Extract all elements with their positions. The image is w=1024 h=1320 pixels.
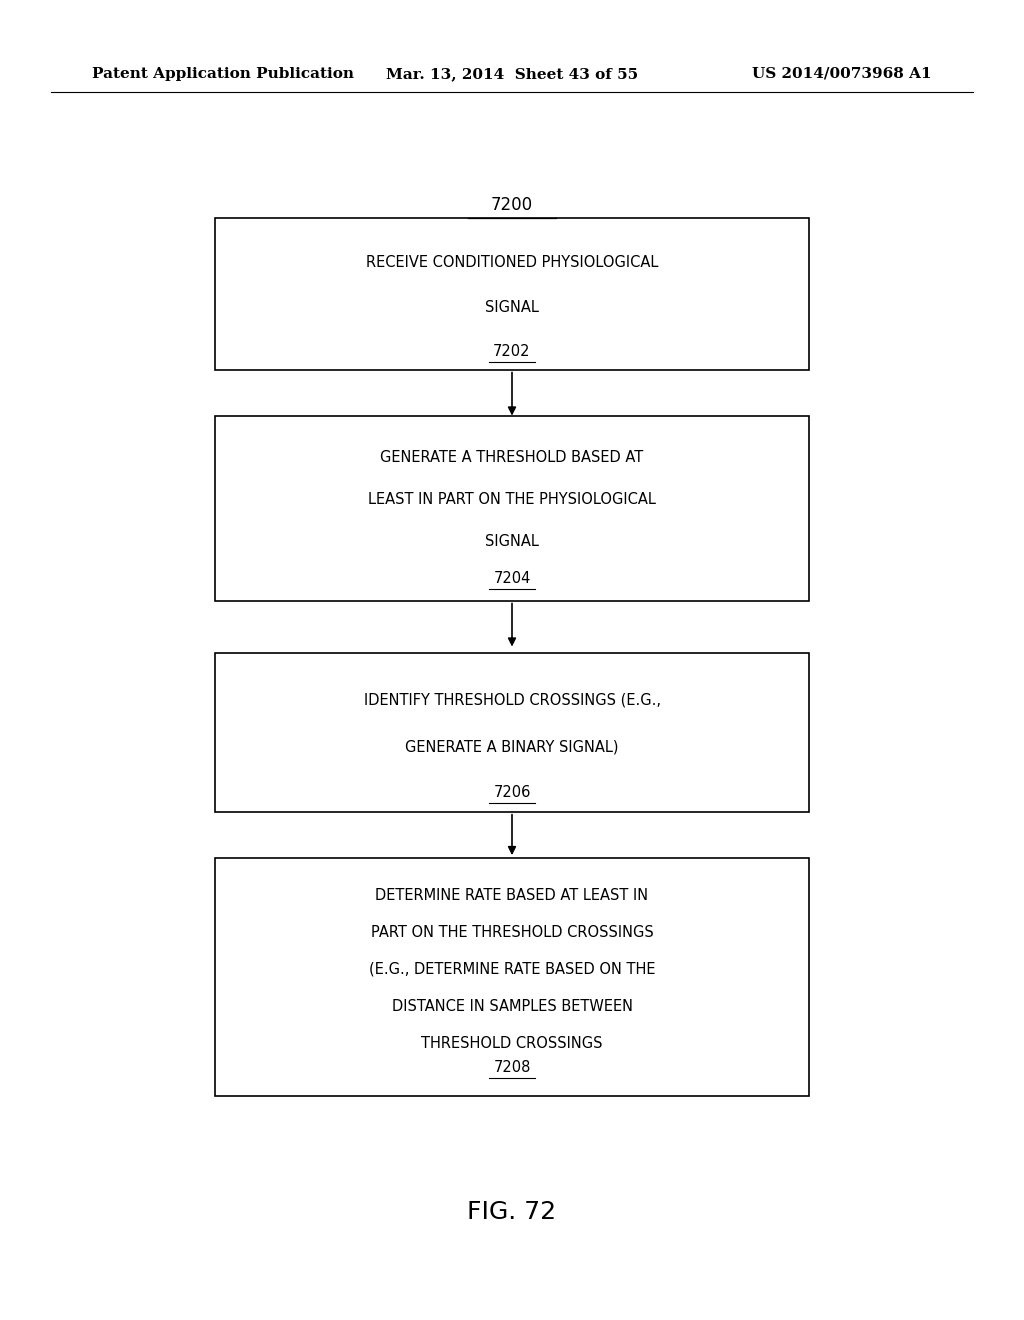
Text: GENERATE A THRESHOLD BASED AT: GENERATE A THRESHOLD BASED AT [380,450,644,465]
Text: 7200: 7200 [490,195,534,214]
Text: THRESHOLD CROSSINGS: THRESHOLD CROSSINGS [421,1036,603,1051]
Text: 7204: 7204 [494,572,530,586]
Text: SIGNAL: SIGNAL [485,535,539,549]
Text: SIGNAL: SIGNAL [485,300,539,314]
Text: GENERATE A BINARY SIGNAL): GENERATE A BINARY SIGNAL) [406,739,618,754]
Text: US 2014/0073968 A1: US 2014/0073968 A1 [753,67,932,81]
FancyBboxPatch shape [215,218,809,370]
Text: (E.G., DETERMINE RATE BASED ON THE: (E.G., DETERMINE RATE BASED ON THE [369,962,655,977]
Text: IDENTIFY THRESHOLD CROSSINGS (E.G.,: IDENTIFY THRESHOLD CROSSINGS (E.G., [364,693,660,708]
Text: 7202: 7202 [494,345,530,359]
FancyBboxPatch shape [215,416,809,601]
Text: RECEIVE CONDITIONED PHYSIOLOGICAL: RECEIVE CONDITIONED PHYSIOLOGICAL [366,255,658,271]
Text: DETERMINE RATE BASED AT LEAST IN: DETERMINE RATE BASED AT LEAST IN [376,887,648,903]
Text: 7206: 7206 [494,785,530,800]
Text: PART ON THE THRESHOLD CROSSINGS: PART ON THE THRESHOLD CROSSINGS [371,925,653,940]
Text: 7208: 7208 [494,1060,530,1074]
Text: FIG. 72: FIG. 72 [467,1200,557,1224]
Text: Patent Application Publication: Patent Application Publication [92,67,354,81]
Text: DISTANCE IN SAMPLES BETWEEN: DISTANCE IN SAMPLES BETWEEN [391,999,633,1014]
Text: LEAST IN PART ON THE PHYSIOLOGICAL: LEAST IN PART ON THE PHYSIOLOGICAL [368,492,656,507]
FancyBboxPatch shape [215,653,809,812]
FancyBboxPatch shape [215,858,809,1096]
Text: Mar. 13, 2014  Sheet 43 of 55: Mar. 13, 2014 Sheet 43 of 55 [386,67,638,81]
